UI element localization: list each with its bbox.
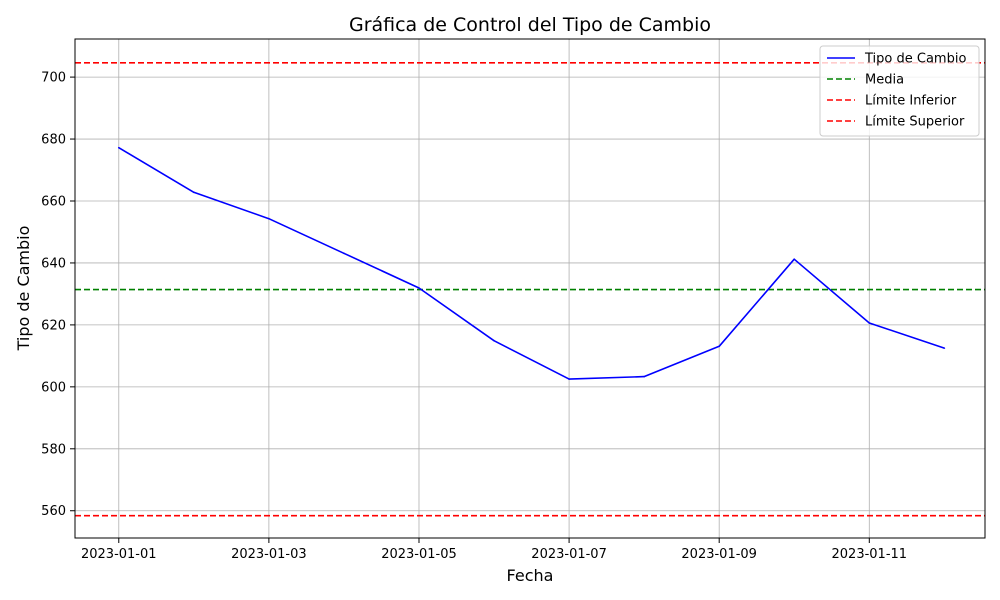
data-point [117,146,120,149]
data-point [268,217,270,220]
data-point [943,347,946,349]
series-line [118,147,945,380]
legend-label: Límite Superior [865,115,965,130]
series-layer [117,146,946,380]
legend: Tipo de Cambio Media Límite Inferior Límite… [819,45,980,137]
data-point [343,252,345,255]
x-tick-label: 2023-01-05 [381,547,457,562]
data-point [643,375,645,378]
legend-box [819,45,980,137]
x-tick-label: 2023-01-11 [832,547,908,562]
y-tick-label: 600 [41,380,66,395]
y-tick-label: 560 [41,504,66,519]
chart-title: Gráfica de Control del Tipo de Cambio [349,14,711,36]
data-point [193,191,195,194]
y-axis: 560 580 600 620 640 660 680 700 [41,71,75,519]
data-point [568,378,570,380]
data-point [493,339,495,342]
data-point [418,287,420,289]
x-axis: 2023-01-01 2023-01-03 2023-01-05 2023-01-07… [81,538,907,562]
x-tick-label: 2023-01-07 [531,547,607,562]
x-tick-label: 2023-01-03 [231,547,307,562]
y-tick-label: 680 [41,133,66,148]
x-axis-title: Fecha [507,566,554,585]
legend-label: Media [865,73,904,88]
y-tick-label: 700 [41,71,66,86]
legend-label: Límite Inferior [865,94,957,109]
x-tick-label: 2023-01-01 [81,547,157,562]
y-axis-title: Tipo de Cambio [14,226,33,352]
data-point [868,322,871,324]
data-point [718,345,720,348]
y-tick-label: 660 [41,194,66,209]
x-tick-label: 2023-01-09 [681,547,757,562]
y-tick-label: 580 [41,442,66,457]
y-tick-label: 620 [41,318,66,333]
legend-label: Tipo de Cambio [864,52,966,67]
data-point [793,258,796,261]
plot-area-frame [74,38,986,539]
y-tick-label: 640 [41,256,66,271]
